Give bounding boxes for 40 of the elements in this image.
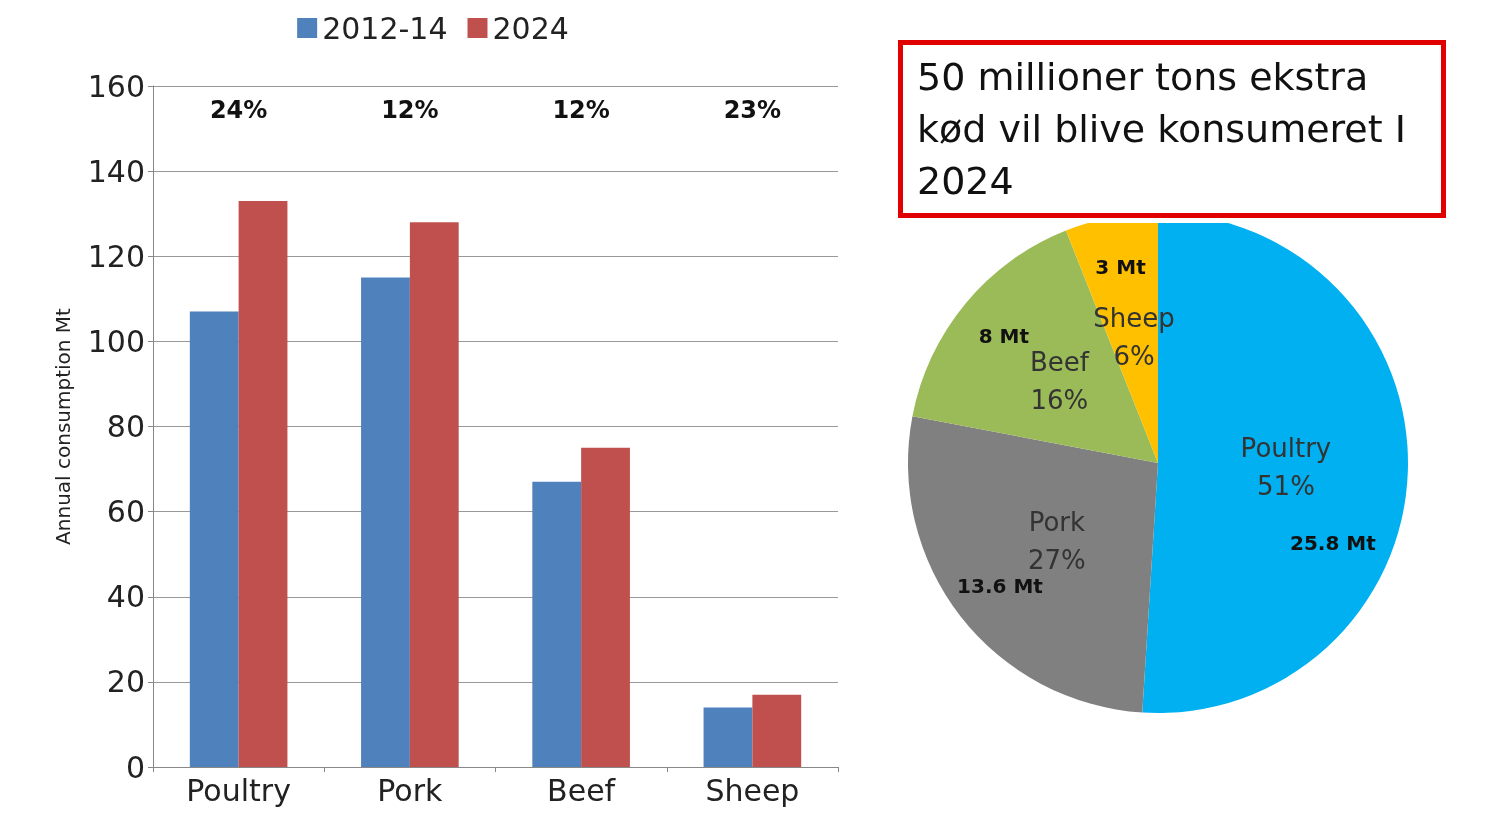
bar (581, 447, 630, 767)
data-label: 27% (1027, 545, 1086, 576)
annotation: 23% (723, 96, 782, 124)
x-tick-label: Pork (377, 772, 444, 808)
y-tick-label: 120 (87, 238, 145, 274)
annotation: 12% (381, 96, 439, 124)
bar (752, 694, 802, 767)
y-tick-label: 40 (106, 579, 145, 615)
legend-label: 2024 (492, 10, 569, 46)
x-tick-label: Poultry (186, 772, 291, 808)
y-tick-label: 60 (106, 494, 145, 530)
chart-title: 50 millioner tons ekstra kød vil blive konsumeret I 2024 (898, 40, 1446, 218)
bar (189, 311, 239, 767)
text: 25.8 Mt (1290, 531, 1376, 555)
text: 3 Mt (1095, 254, 1146, 279)
y-tick-label: 160 (87, 68, 145, 104)
data-label: 51% (1257, 471, 1315, 502)
y-tick-label: 140 (87, 153, 145, 189)
x-tick-label: Beef (547, 772, 617, 808)
bar (361, 277, 410, 767)
y-axis-title: Annual consumption Mt (51, 307, 75, 545)
y-tick-label: 0 (125, 749, 145, 785)
annotation: 12% (552, 96, 610, 124)
bar (703, 707, 753, 767)
bar (532, 481, 582, 767)
y-tick-label: 20 (106, 664, 145, 700)
bar (409, 222, 459, 767)
text: 8 Mt (978, 323, 1030, 348)
slice-label: Poultry (1240, 433, 1332, 464)
annotation: 24% (209, 96, 268, 124)
slice-label: Beef (1029, 347, 1090, 378)
x-tick-label: Sheep (705, 772, 800, 808)
y-tick-label: 100 (87, 323, 145, 359)
text: 13.6 Mt (957, 573, 1043, 598)
y-tick-label: 80 (106, 409, 145, 444)
data-label: 6% (1113, 341, 1155, 372)
legend-label: 2012-14 (322, 10, 448, 46)
data-label: 16% (1030, 385, 1089, 416)
bar (238, 200, 288, 767)
slice-label: Pork (1028, 507, 1086, 538)
